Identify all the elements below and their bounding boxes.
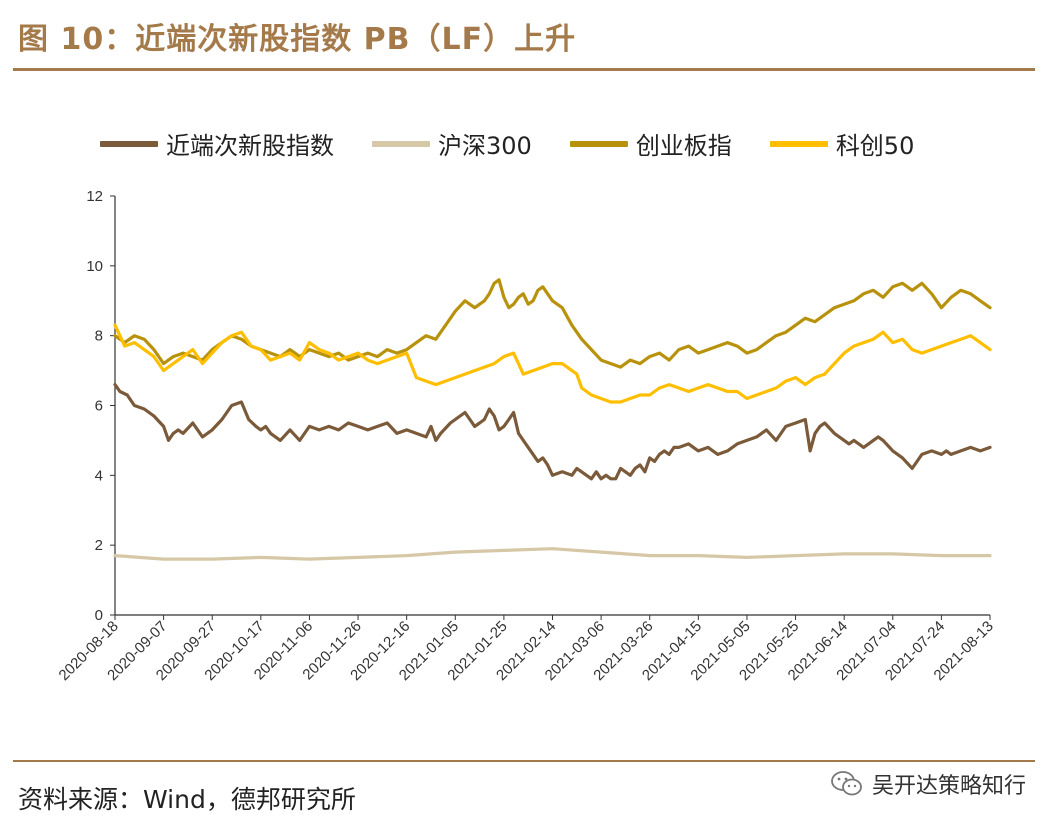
legend-item: 沪深300	[372, 126, 532, 161]
y-tick-label: 0	[95, 607, 103, 624]
legend-swatch	[569, 140, 628, 147]
watermark-text: 吴开达策略知行	[871, 774, 1026, 799]
legend-item: 科创50	[769, 126, 915, 161]
legend-label: 科创50	[835, 132, 915, 160]
legend-swatch	[100, 140, 158, 147]
y-tick-label: 10	[86, 258, 103, 275]
y-tick-label: 4	[95, 467, 103, 484]
series-line	[113, 383, 992, 481]
legend-label: 近端次新股指数	[166, 132, 334, 160]
legend: 近端次新股指数 沪深300 创业板指 科创50	[100, 126, 952, 161]
legend-item: 创业板指	[569, 126, 732, 161]
y-tick-label: 2	[95, 537, 103, 554]
watermark: 吴开达策略知行	[830, 768, 1026, 800]
source-note: 资料来源：Wind，德邦研究所	[18, 785, 356, 814]
legend-item: 近端次新股指数	[100, 126, 334, 161]
series-line	[113, 323, 992, 404]
legend-swatch	[769, 140, 828, 147]
legend-swatch	[372, 140, 430, 147]
figure-title: 图 10：近端次新股指数 PB（LF）上升	[18, 22, 577, 57]
wechat-icon	[831, 771, 862, 796]
y-tick-label: 6	[95, 398, 103, 415]
legend-label: 沪深300	[438, 132, 532, 160]
y-tick-label: 8	[95, 328, 103, 345]
series-line	[113, 547, 992, 561]
title-rule	[13, 68, 1035, 71]
y-tick-label: 12	[86, 188, 103, 205]
legend-label: 创业板指	[635, 132, 732, 160]
series-line	[113, 278, 992, 369]
footer-rule	[13, 760, 1035, 762]
